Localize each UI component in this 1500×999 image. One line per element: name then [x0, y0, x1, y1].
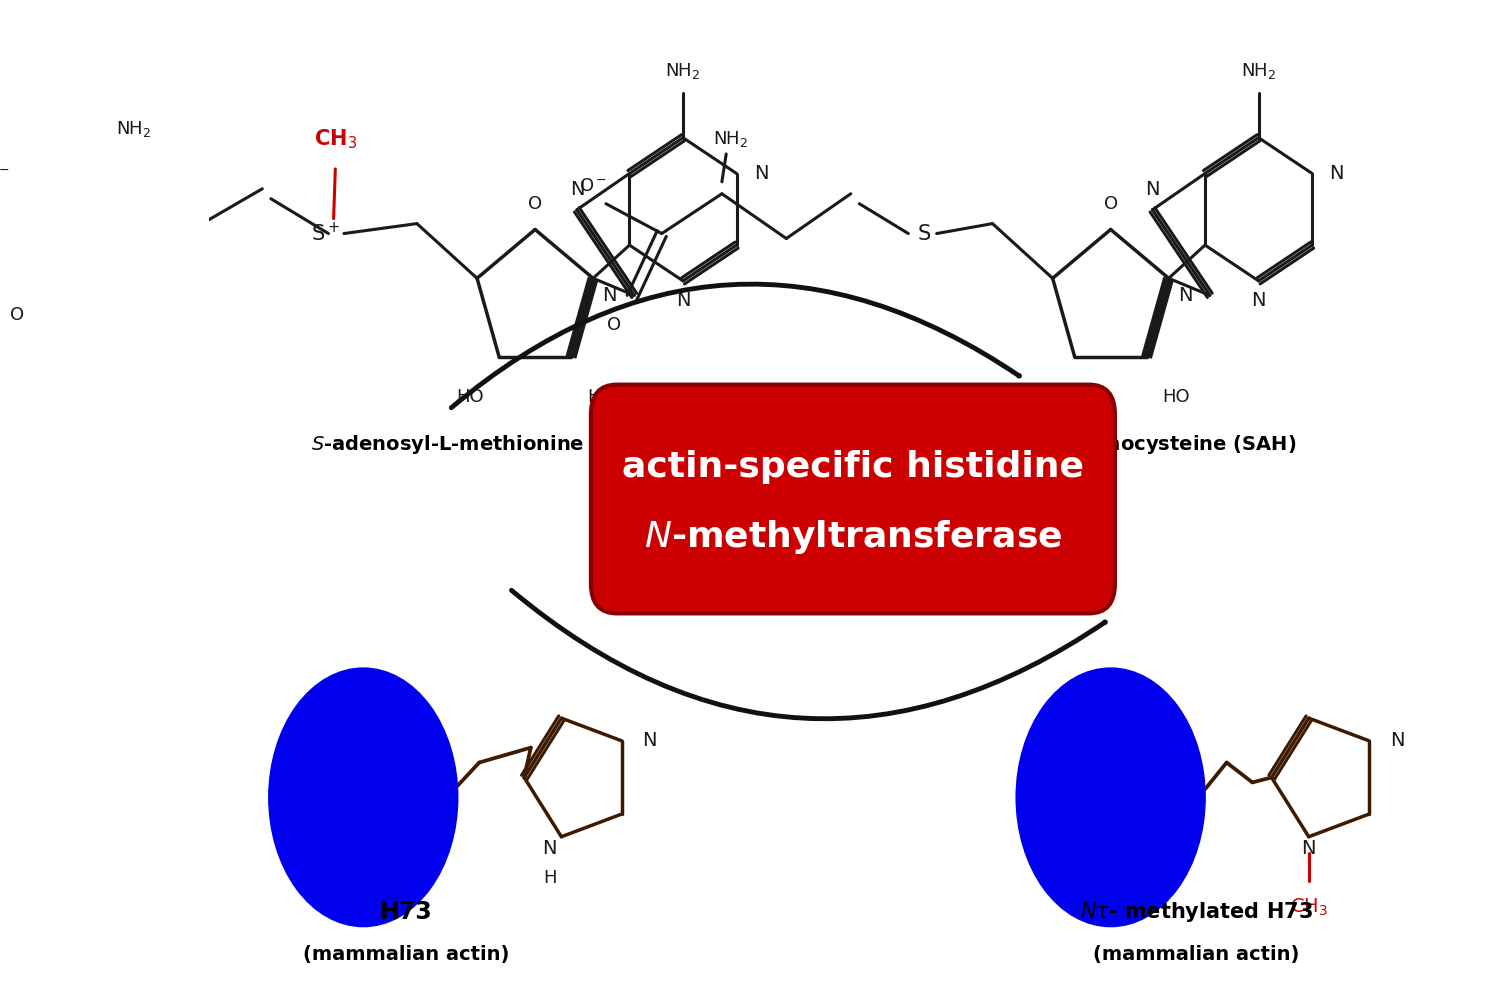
Text: actin-specific histidine: actin-specific histidine	[622, 451, 1084, 485]
Text: HO: HO	[1162, 389, 1190, 407]
Text: N: N	[642, 731, 657, 750]
Text: N: N	[1302, 839, 1316, 858]
Text: (mammalian actin): (mammalian actin)	[303, 945, 510, 964]
Text: N: N	[1178, 286, 1192, 305]
Text: NH$_2$: NH$_2$	[712, 129, 748, 149]
Text: $\bf{\it{S}}$-adenosyl-L-methionine (SAM): $\bf{\it{S}}$-adenosyl-L-methionine (SAM…	[310, 433, 657, 456]
Text: N: N	[1390, 731, 1404, 750]
Text: (mammalian actin): (mammalian actin)	[1094, 945, 1299, 964]
Text: $\it{N}$$\tau$- methylated H73: $\it{N}$$\tau$- methylated H73	[1080, 900, 1312, 924]
Text: O$^-$: O$^-$	[0, 167, 10, 185]
Text: NH$_2$: NH$_2$	[666, 61, 700, 81]
Text: O: O	[10, 306, 24, 324]
Text: N: N	[1329, 164, 1344, 183]
Text: N: N	[542, 839, 556, 858]
Text: $\bf{\it{S}}$-adenosyl-L-homocysteine (SAH): $\bf{\it{S}}$-adenosyl-L-homocysteine (S…	[926, 433, 1296, 456]
Text: N: N	[754, 164, 768, 183]
FancyArrowPatch shape	[452, 284, 1020, 408]
Ellipse shape	[1016, 668, 1204, 927]
Text: HO: HO	[456, 389, 483, 407]
Text: N: N	[1251, 292, 1266, 311]
Text: NH$_2$: NH$_2$	[116, 119, 152, 139]
Text: NH$_2$: NH$_2$	[1240, 61, 1276, 81]
Text: CH$_3$: CH$_3$	[314, 127, 357, 151]
FancyBboxPatch shape	[591, 385, 1114, 613]
Text: O: O	[528, 196, 542, 214]
Text: S: S	[916, 224, 930, 244]
Text: N: N	[676, 292, 690, 311]
Text: HO: HO	[1032, 389, 1059, 407]
FancyArrowPatch shape	[512, 590, 1106, 718]
Text: H73: H73	[380, 900, 432, 924]
Text: O$^-$: O$^-$	[579, 177, 608, 195]
Ellipse shape	[268, 668, 458, 927]
Text: CH$_3$: CH$_3$	[1290, 897, 1328, 918]
Text: O: O	[608, 316, 621, 334]
Text: $\it{N}$-methyltransferase: $\it{N}$-methyltransferase	[644, 517, 1062, 555]
Text: H: H	[543, 869, 556, 887]
Text: N: N	[1144, 181, 1160, 200]
Text: HO: HO	[586, 389, 615, 407]
Text: S$^+$: S$^+$	[310, 222, 339, 245]
Text: N: N	[570, 181, 584, 200]
Text: O: O	[1104, 196, 1118, 214]
Text: N: N	[603, 286, 616, 305]
